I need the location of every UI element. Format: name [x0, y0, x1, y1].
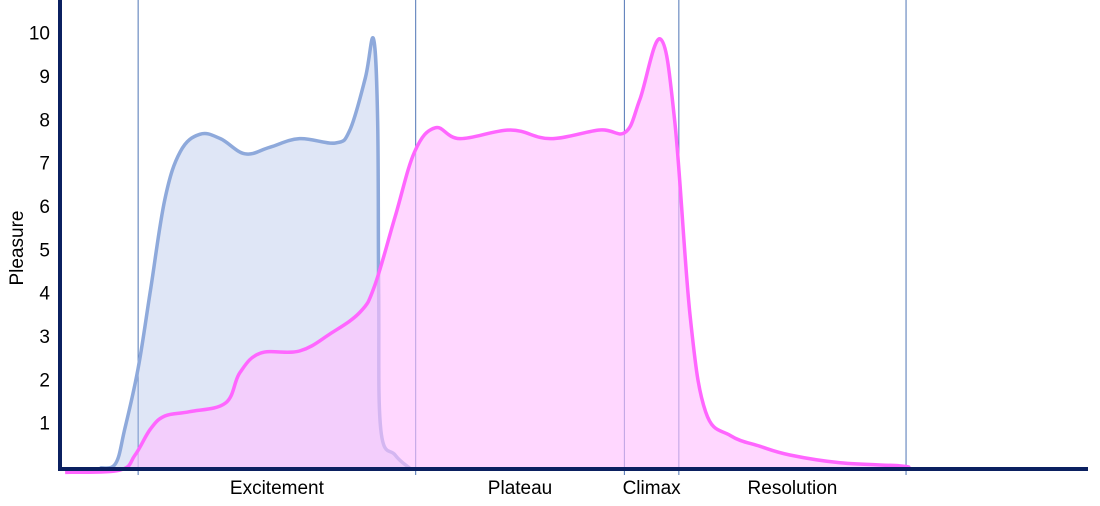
phase-label: Resolution [748, 478, 838, 499]
phase-label: Excitement [230, 478, 325, 499]
y-tick-label: 9 [39, 67, 50, 88]
y-tick-label: 5 [39, 240, 50, 261]
y-tick-label: 1 [39, 414, 50, 435]
area-fill [65, 38, 911, 473]
phase-label: Plateau [488, 478, 552, 499]
phase-label: Climax [623, 478, 682, 499]
y-axis-label: Pleasure [7, 211, 28, 286]
y-tick-label: 3 [39, 327, 50, 348]
y-tick-label: 10 [29, 24, 50, 45]
y-tick-label: 6 [39, 197, 50, 218]
y-tick-label: 4 [39, 284, 50, 305]
y-tick-label: 8 [39, 110, 50, 131]
area-line [65, 37, 912, 475]
y-tick-label: 2 [39, 370, 50, 391]
y-tick-label: 7 [39, 154, 50, 175]
